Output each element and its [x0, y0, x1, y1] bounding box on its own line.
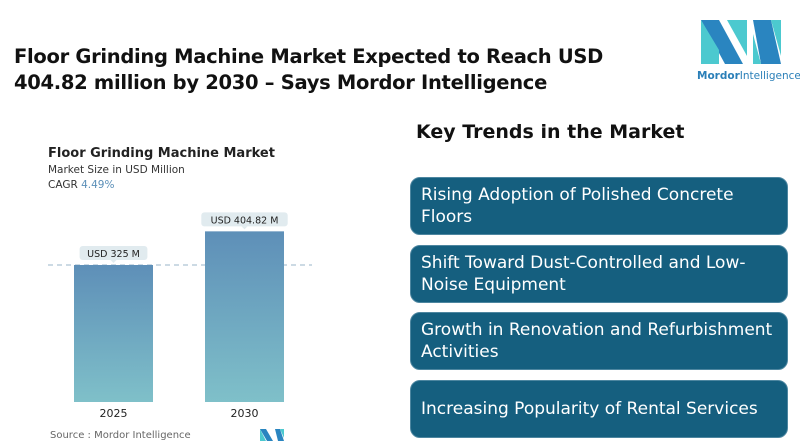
headline: Floor Grinding Machine Market Expected t…	[14, 45, 604, 94]
source: Source : Mordor Intelligence	[50, 430, 191, 441]
data-label-pointer	[241, 226, 248, 230]
x-tick-label: 2025	[100, 407, 128, 420]
logo-mark-icon	[701, 20, 781, 64]
cagr: CAGR 4.49%	[48, 179, 115, 191]
data-label-bg	[201, 212, 288, 227]
trend-card: Rising Adoption of Polished Concrete Flo…	[410, 177, 788, 235]
chart-subtitle: Market Size in USD Million	[48, 164, 185, 176]
trend-card: Shift Toward Dust-Controlled and Low-Noi…	[410, 245, 788, 303]
data-label: USD 325 M	[87, 249, 140, 260]
chart-title: Floor Grinding Machine Market	[48, 146, 275, 161]
data-label-pointer	[110, 260, 117, 263]
mordor-logo: MordorIntelligence	[697, 20, 800, 82]
key-trends-title: Key Trends in the Market	[416, 121, 685, 143]
data-label-bg	[79, 246, 148, 260]
bar-2025	[74, 265, 153, 402]
x-tick-label: 2030	[231, 407, 259, 420]
trend-card: Increasing Popularity of Rental Services	[410, 380, 788, 438]
bar-chart: USD 325 M 2025 USD 404.82 M 2030	[48, 212, 312, 420]
small-logo-icon	[260, 429, 284, 441]
cagr-value: 4.49%	[81, 179, 115, 191]
data-label: USD 404.82 M	[211, 215, 279, 226]
trend-card: Growth in Renovation and Refurbishment A…	[410, 312, 788, 370]
logo-text: MordorIntelligence	[697, 70, 800, 82]
bar-2030	[205, 231, 284, 402]
